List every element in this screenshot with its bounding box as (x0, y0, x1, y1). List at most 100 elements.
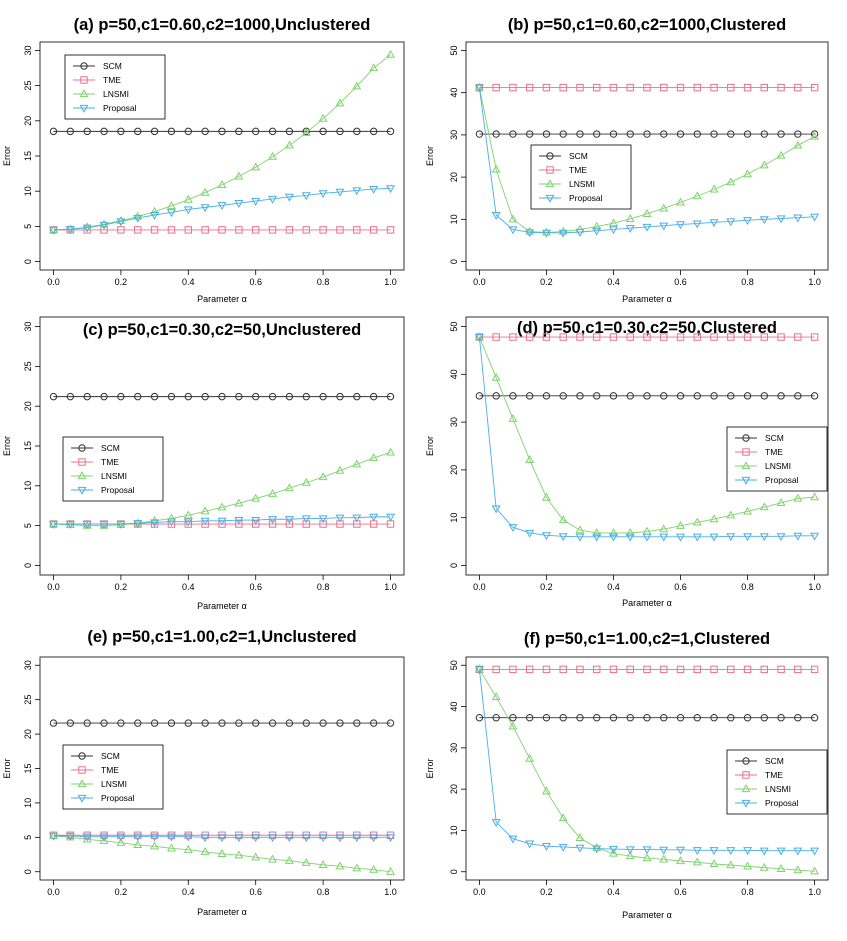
y-axis-label: Error (2, 436, 12, 456)
data-point-scm (576, 714, 584, 722)
legend-marker-proposal (545, 194, 555, 203)
data-point-proposal (217, 517, 227, 526)
data-point-lnsmi (49, 519, 58, 528)
data-point-scm (593, 130, 601, 138)
data-point-proposal (642, 223, 652, 232)
data-point-proposal (82, 224, 92, 233)
plot-frame (465, 656, 829, 881)
data-point-scm (83, 127, 91, 136)
data-point-lnsmi (709, 514, 719, 523)
legend-label-tme: TME (765, 447, 783, 457)
data-point-scm (760, 392, 769, 400)
data-point-proposal (183, 518, 193, 527)
data-point-scm (542, 392, 551, 400)
data-point-scm (727, 130, 735, 138)
data-point-proposal (491, 819, 501, 828)
data-point-lnsmi (150, 841, 160, 850)
data-point-lnsmi (49, 831, 58, 840)
data-point-proposal (65, 520, 75, 529)
data-point-proposal (609, 533, 618, 542)
legend-marker-proposal (741, 799, 751, 808)
plot-frame (465, 316, 829, 576)
legend-marker-lnsmi (77, 471, 87, 480)
y-tick-label: 20 (23, 116, 33, 126)
x-tick-label: 0.4 (182, 887, 195, 897)
data-point-proposal (676, 221, 685, 230)
y-tick-label: 40 (449, 88, 459, 98)
data-point-scm (475, 130, 484, 138)
legend-marker-scm (78, 752, 86, 760)
data-point-scm (150, 719, 159, 727)
legend-marker-tme (742, 448, 750, 456)
data-point-lnsmi (575, 833, 585, 841)
legend-marker-proposal (741, 476, 751, 485)
data-point-scm (492, 392, 500, 400)
data-point-scm (693, 392, 701, 400)
data-point-tme (643, 333, 651, 341)
data-point-scm (609, 130, 618, 138)
data-point-proposal (251, 197, 261, 206)
plot-frame (465, 41, 829, 271)
data-point-tme (727, 83, 735, 92)
data-point-scm (643, 130, 651, 138)
y-tick-label: 30 (23, 322, 33, 332)
series-lnsmi (49, 831, 395, 875)
data-point-proposal (200, 834, 210, 843)
series-scm (475, 392, 819, 400)
data-point-proposal (659, 846, 669, 855)
data-point-scm (509, 392, 517, 400)
data-point-lnsmi (525, 226, 535, 235)
series-line-lnsmi (53, 835, 391, 873)
data-point-scm (336, 127, 344, 136)
y-tick-label: 10 (23, 798, 33, 808)
data-point-lnsmi (676, 520, 685, 529)
x-axis-label: Parameter α (622, 910, 672, 920)
y-tick-label: 25 (23, 361, 33, 371)
y-tick-label: 0 (449, 869, 459, 874)
data-point-proposal (99, 833, 109, 842)
data-point-proposal (284, 834, 294, 843)
data-point-scm (542, 714, 551, 722)
data-point-scm (184, 392, 192, 401)
series-line-proposal (53, 187, 391, 231)
data-point-tme (336, 226, 344, 234)
data-point-scm (509, 130, 517, 138)
data-point-lnsmi (525, 753, 535, 762)
data-point-lnsmi (217, 180, 227, 188)
data-point-tme (676, 665, 685, 674)
x-tick-label: 0.8 (317, 277, 330, 287)
data-point-scm (184, 127, 192, 136)
data-point-proposal (726, 218, 736, 227)
data-point-lnsmi (99, 835, 109, 844)
data-point-tme (626, 83, 634, 92)
data-point-proposal (609, 226, 618, 235)
data-point-scm (150, 392, 159, 401)
data-point-tme (777, 333, 785, 341)
data-point-scm (285, 719, 294, 727)
data-point-lnsmi (625, 851, 635, 860)
data-point-scm (693, 130, 701, 138)
data-point-scm (525, 714, 534, 722)
data-point-proposal (301, 834, 311, 843)
data-point-proposal (474, 84, 484, 93)
data-point-lnsmi (116, 838, 126, 846)
y-tick-label: 25 (23, 695, 33, 705)
data-point-lnsmi (116, 215, 126, 224)
x-tick-label: 0.2 (540, 277, 553, 287)
data-point-proposal (49, 520, 58, 529)
data-point-proposal (268, 195, 278, 204)
y-tick-label: 10 (449, 214, 459, 224)
data-point-lnsmi (726, 860, 736, 869)
data-point-tme (285, 520, 294, 528)
data-point-proposal (625, 533, 635, 542)
series-proposal (49, 832, 395, 843)
data-point-scm (710, 714, 718, 722)
x-tick-label: 1.0 (384, 582, 397, 592)
legend-marker-tme (742, 771, 750, 779)
data-point-scm (285, 392, 294, 401)
data-point-proposal (743, 533, 753, 542)
series-lnsmi (49, 447, 395, 529)
series-tme (49, 226, 395, 234)
data-point-tme (252, 226, 260, 234)
data-point-lnsmi (642, 853, 652, 862)
